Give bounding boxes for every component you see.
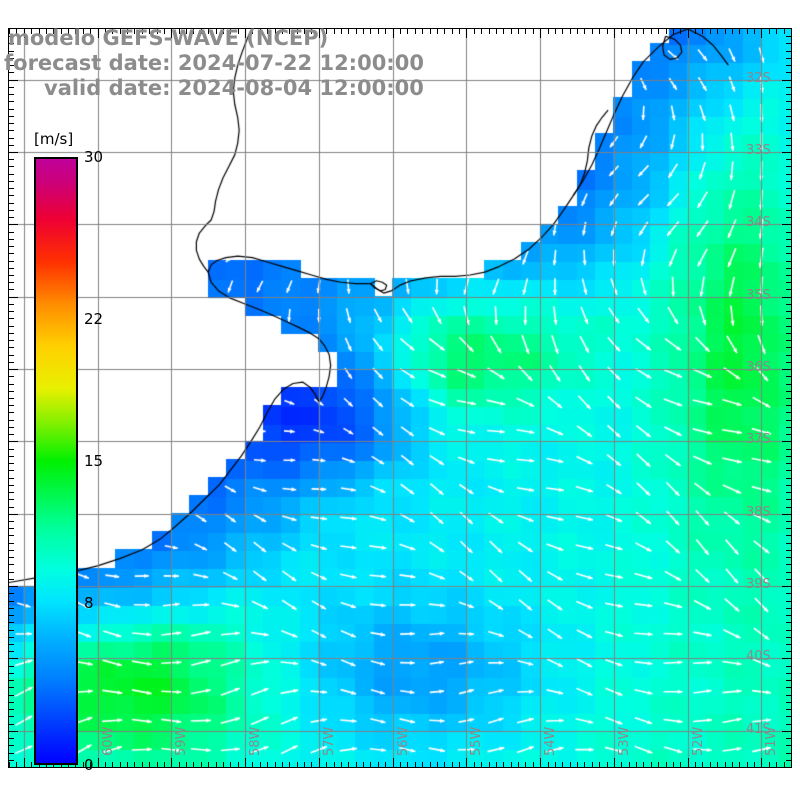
colorbar-gradient	[34, 157, 78, 765]
lat-label-40S: 40S	[746, 649, 771, 665]
lon-label-53W: 53W	[616, 726, 632, 756]
lon-label-59W: 59W	[174, 726, 190, 756]
lon-label-57W: 57W	[321, 726, 337, 756]
colorbar-units-label: [m/s]	[32, 130, 76, 148]
map-frame	[8, 28, 792, 768]
graticule-grid	[9, 29, 791, 767]
colorbar-tick-22: 22	[84, 310, 104, 329]
lon-label-60W: 60W	[100, 726, 116, 756]
lon-label-58W: 58W	[248, 726, 264, 756]
lon-label-52W: 52W	[690, 726, 706, 756]
lat-label-32S: 32S	[746, 70, 771, 86]
lat-label-34S: 34S	[746, 215, 771, 231]
lon-label-55W: 55W	[469, 726, 485, 756]
lat-label-35S: 35S	[746, 287, 771, 303]
colorbar-tick-0: 0	[84, 756, 94, 774]
lon-label-56W: 56W	[395, 726, 411, 756]
lat-label-33S: 33S	[746, 143, 771, 158]
lat-label-36S: 36S	[746, 360, 771, 376]
colorbar-tick-8: 8	[84, 593, 94, 612]
lat-label-39S: 39S	[746, 577, 771, 593]
lat-label-37S: 37S	[746, 432, 771, 448]
lon-label-54W: 54W	[543, 726, 559, 756]
colorbar-tick-15: 15	[84, 452, 104, 470]
lat-label-41S: 41S	[746, 721, 771, 737]
lat-label-38S: 38S	[746, 504, 771, 520]
lon-label-51W: 51W	[764, 726, 780, 756]
colorbar-tick-30: 30	[84, 148, 104, 166]
